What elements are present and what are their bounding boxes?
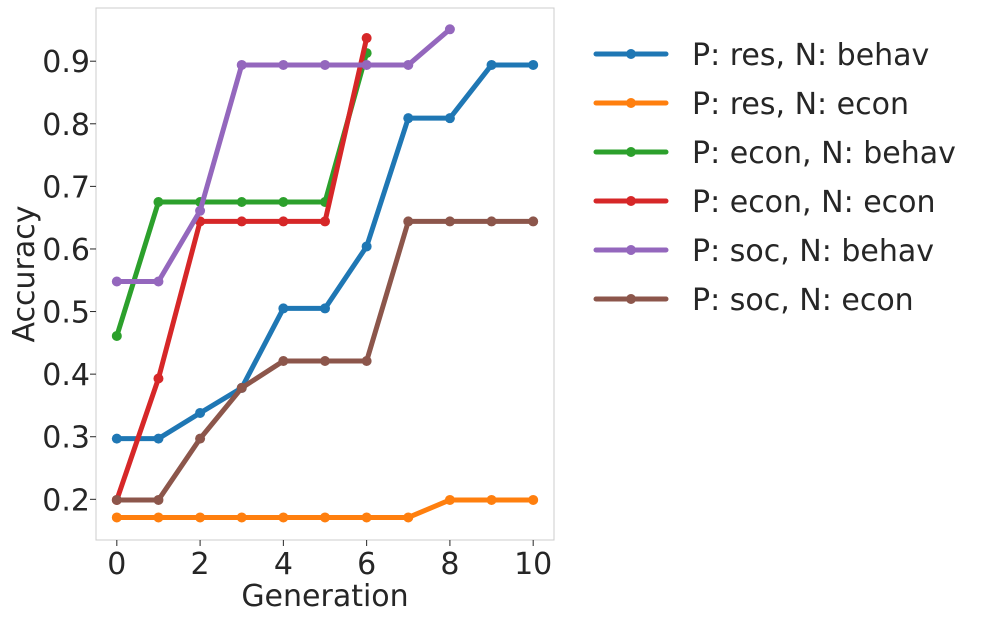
y-tick-label: 0.3 <box>42 421 90 456</box>
series-4 <box>111 24 455 287</box>
data-point <box>153 276 164 287</box>
data-point <box>278 197 289 208</box>
data-point <box>111 276 122 287</box>
data-point <box>236 216 247 227</box>
data-point <box>153 512 164 523</box>
legend-label: P: res, N: econ <box>692 87 909 122</box>
y-tick-label: 0.9 <box>42 45 90 80</box>
x-axis-ticks: 0 2 4 6 8 10 <box>107 540 552 582</box>
data-point <box>444 113 455 124</box>
data-point <box>320 216 330 227</box>
data-point <box>403 113 414 124</box>
series-5 <box>111 216 539 505</box>
legend-label: P: soc, N: behav <box>692 234 934 269</box>
data-point <box>278 216 289 227</box>
data-point <box>361 512 372 523</box>
legend-item: P: econ, N: behav <box>593 136 956 171</box>
data-point <box>236 197 247 208</box>
x-tick-label: 8 <box>440 547 459 582</box>
data-point <box>444 494 455 505</box>
data-point <box>195 433 206 444</box>
data-point <box>444 216 455 227</box>
series-1 <box>111 494 539 523</box>
data-point <box>236 382 247 393</box>
legend-label: P: res, N: behav <box>692 38 929 73</box>
x-axis-label: Generation <box>241 579 408 614</box>
data-point <box>403 512 414 523</box>
data-point <box>278 355 289 366</box>
y-tick-label: 0.7 <box>42 170 90 205</box>
data-point <box>195 512 206 523</box>
x-tick-label: 2 <box>191 547 210 582</box>
legend-swatch-marker <box>626 147 636 157</box>
data-point <box>153 197 164 208</box>
y-tick-label: 0.8 <box>42 108 90 143</box>
data-point <box>236 59 247 70</box>
data-point <box>278 512 289 523</box>
data-point <box>111 512 122 523</box>
legend: P: res, N: behav P: res, N: econ P: econ, … <box>593 38 956 318</box>
legend-swatch-marker <box>626 196 636 206</box>
y-axis-label: Accuracy <box>7 206 42 343</box>
data-point <box>528 216 539 227</box>
data-point <box>195 407 206 418</box>
data-point <box>361 33 372 44</box>
y-axis-ticks: 0.2 0.3 0.4 0.5 0.6 0.7 0.8 0.9 <box>42 45 96 518</box>
data-point <box>444 24 455 35</box>
data-point <box>236 512 247 523</box>
data-point <box>153 373 164 384</box>
y-tick-label: 0.5 <box>42 296 90 331</box>
data-point <box>486 216 497 227</box>
data-point <box>278 59 289 70</box>
data-point <box>320 59 330 70</box>
legend-label: P: econ, N: behav <box>692 136 956 171</box>
data-point <box>111 494 122 505</box>
legend-item: P: soc, N: behav <box>593 234 934 269</box>
x-tick-label: 10 <box>514 547 552 582</box>
legend-swatch-marker <box>626 294 636 304</box>
data-point <box>403 59 414 70</box>
series-layer <box>111 24 539 523</box>
data-point <box>528 494 539 505</box>
plot-area <box>95 7 555 541</box>
series-2 <box>111 48 372 341</box>
x-tick-label: 0 <box>107 547 126 582</box>
data-point <box>278 303 289 314</box>
x-tick-label: 6 <box>357 547 376 582</box>
legend-item: P: res, N: econ <box>593 87 909 122</box>
data-point <box>486 494 497 505</box>
data-point <box>153 494 164 505</box>
data-point <box>486 59 497 70</box>
legend-swatch-marker <box>626 98 636 108</box>
data-point <box>361 355 372 366</box>
data-point <box>153 433 164 444</box>
data-point <box>528 59 539 70</box>
y-tick-label: 0.6 <box>42 233 90 268</box>
x-tick-label: 4 <box>274 547 293 582</box>
y-tick-label: 0.4 <box>42 358 90 393</box>
legend-item: P: econ, N: econ <box>593 185 936 220</box>
data-point <box>361 59 372 70</box>
legend-label: P: soc, N: econ <box>692 283 914 318</box>
data-point <box>111 330 122 341</box>
data-point <box>320 355 330 366</box>
data-point <box>361 241 372 252</box>
legend-swatch-marker <box>626 49 636 59</box>
data-point <box>111 433 122 444</box>
data-point <box>403 216 414 227</box>
legend-label: P: econ, N: econ <box>692 185 936 220</box>
data-point <box>320 512 330 523</box>
legend-swatch-marker <box>626 245 636 255</box>
y-tick-label: 0.2 <box>42 483 90 518</box>
legend-item: P: res, N: behav <box>593 38 929 73</box>
data-point <box>320 303 330 314</box>
data-point <box>195 205 206 216</box>
legend-item: P: soc, N: econ <box>593 283 914 318</box>
